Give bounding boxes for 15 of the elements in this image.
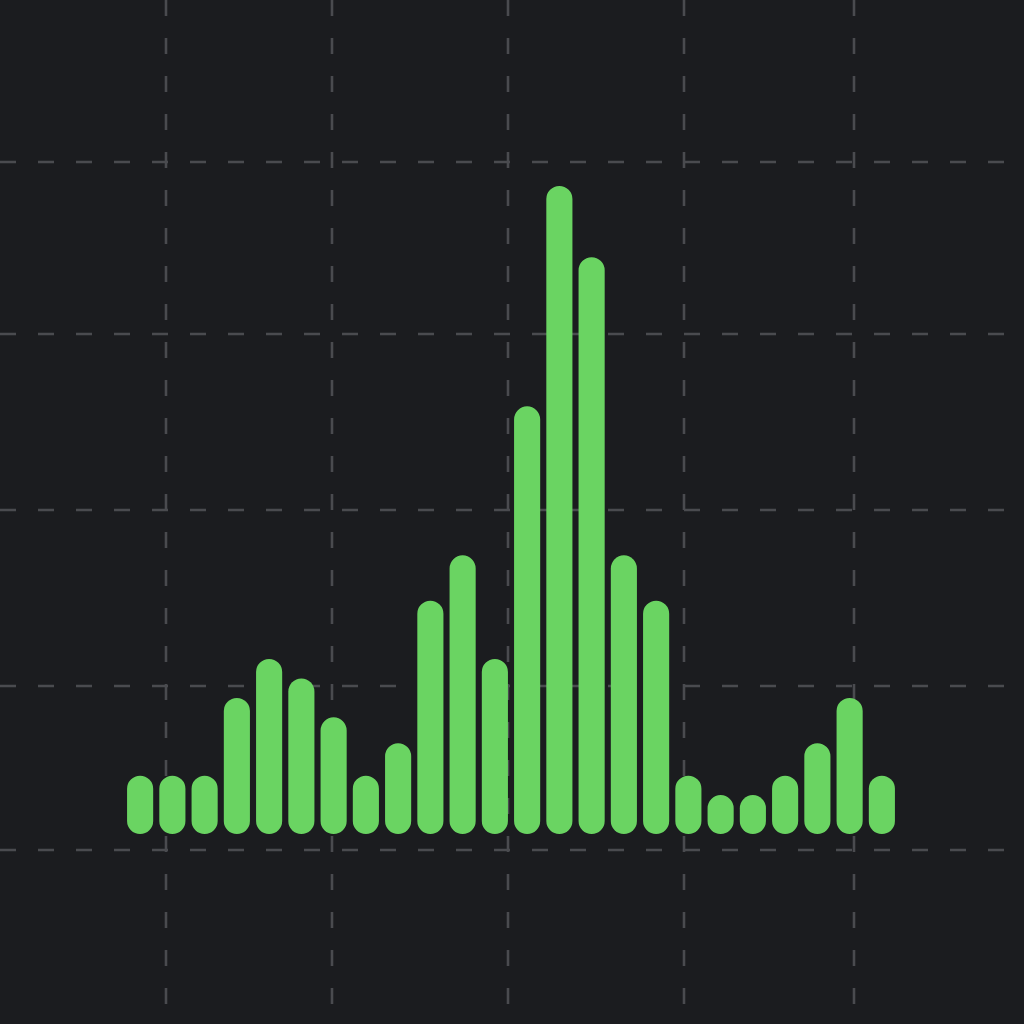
bar bbox=[578, 257, 605, 834]
bar bbox=[385, 743, 412, 834]
bar bbox=[449, 555, 476, 834]
bar bbox=[643, 600, 670, 834]
bar bbox=[223, 697, 250, 834]
bar bbox=[804, 743, 831, 834]
bar bbox=[546, 186, 573, 834]
bar bbox=[417, 600, 444, 834]
bar bbox=[836, 697, 863, 834]
bar bbox=[288, 678, 315, 834]
bar bbox=[514, 406, 541, 834]
bar bbox=[610, 555, 637, 834]
bar bbox=[320, 717, 347, 834]
bar bbox=[256, 659, 283, 834]
bar bbox=[481, 659, 508, 834]
